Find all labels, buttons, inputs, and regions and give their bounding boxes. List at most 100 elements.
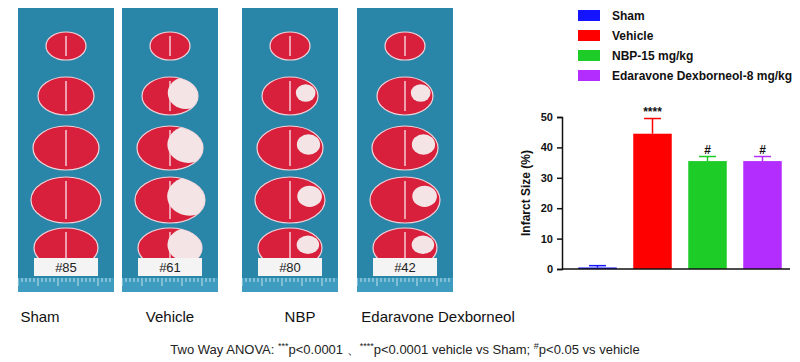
ruler-tick: [38, 278, 39, 286]
ruler-tick: [385, 278, 386, 282]
ruler-tick: [94, 278, 95, 282]
ruler-tick: [314, 278, 315, 282]
ruler-tick: [373, 278, 374, 282]
brain-slice: [31, 177, 101, 223]
footnote-part: Two Way ANOVA:: [170, 342, 278, 357]
error-bar-stem: [652, 119, 654, 134]
slice-midline: [65, 81, 67, 111]
slice-midline: [289, 181, 291, 219]
bar-chart: ****##01020304050Infarct Size (%)ShamVeh…: [519, 9, 792, 275]
slice-midline: [289, 130, 291, 166]
ruler-tick: [258, 278, 259, 282]
ruler-tick: [174, 278, 175, 282]
ruler-tick: [98, 278, 99, 286]
panel-background: [242, 8, 338, 290]
panel-label: Edaravone Dexborneol: [361, 308, 514, 325]
infarct-region: [411, 84, 431, 102]
infarct-region: [412, 134, 435, 154]
ruler-tick: [78, 278, 79, 286]
panel-label: NBP: [285, 308, 316, 325]
error-bar: [699, 157, 716, 162]
ruler-tick: [437, 278, 438, 286]
ruler-tick: [206, 278, 207, 282]
slice-midline: [404, 181, 406, 219]
slice-midline: [404, 81, 406, 111]
ruler: [357, 278, 453, 292]
error-bar-cap: [589, 265, 606, 267]
infarct-region: [297, 236, 320, 254]
legend-label: Sham: [612, 9, 645, 23]
ruler-tick: [54, 278, 55, 282]
legend: ShamVehicleNBP-15 mg/kgEdaravone Dexborn…: [578, 9, 792, 83]
y-tick-label: 50: [541, 111, 553, 123]
y-tick-mark: [557, 208, 562, 210]
ruler-tick: [210, 278, 211, 282]
ruler-tick: [178, 278, 179, 282]
ruler: [242, 278, 338, 292]
ruler-tick: [393, 278, 394, 282]
bar: [743, 161, 782, 269]
y-axis: 01020304050: [541, 111, 563, 275]
ruler-tick: [170, 278, 171, 282]
ruler-tick: [86, 278, 87, 282]
infarct-region: [167, 228, 208, 262]
ruler-tick: [190, 278, 191, 282]
brain-slice: [255, 177, 325, 223]
ruler-tick: [142, 278, 143, 286]
sample-tag: [34, 258, 98, 276]
ruler-tick: [310, 278, 311, 282]
y-tick-label: 10: [541, 233, 553, 245]
ruler: [18, 278, 114, 292]
ruler-tick: [417, 278, 418, 286]
ruler-tick: [306, 278, 307, 282]
x-axis: [562, 269, 790, 270]
y-tick-label: 0: [547, 263, 553, 275]
ruler-tick: [102, 278, 103, 282]
sample-id: #80: [279, 260, 301, 275]
ruler-tick: [70, 278, 71, 282]
plot-marks: [578, 119, 782, 269]
ruler-tick: [270, 278, 271, 282]
slice-midline: [289, 36, 291, 56]
y-tick-mark: [557, 147, 562, 149]
ruler-tick: [326, 278, 327, 282]
legend-swatch: [578, 10, 600, 21]
ruler-tick: [214, 278, 215, 282]
ruler-tick: [389, 278, 390, 282]
ruler-tick: [445, 278, 446, 282]
sample-tag: [138, 258, 202, 276]
ruler-tick: [413, 278, 414, 282]
x-axis-line: [562, 268, 790, 270]
infarct-region: [297, 134, 320, 154]
brain-slice: [33, 126, 99, 170]
footnote-part: p<0.0001 vehicle vs Sham;: [374, 342, 534, 357]
ruler-tick: [46, 278, 47, 282]
brain-slice: [370, 177, 440, 223]
slice-midline: [65, 130, 67, 166]
legend-label: Vehicle: [612, 29, 654, 43]
sample-id: #61: [159, 260, 181, 275]
ruler-tick: [381, 278, 382, 282]
bar: [688, 161, 727, 269]
ruler-tick: [369, 278, 370, 282]
ruler-tick: [126, 278, 127, 282]
ruler-tick: [202, 278, 203, 286]
ruler-tick: [74, 278, 75, 282]
ruler-tick: [302, 278, 303, 286]
y-tick-label: 40: [541, 141, 553, 153]
error-bar: [754, 157, 771, 162]
panel-label: Sham: [20, 308, 59, 325]
image-panel: #85: [18, 8, 114, 292]
ruler-tick: [158, 278, 159, 282]
ruler-tick: [322, 278, 323, 286]
ruler-tick: [62, 278, 63, 282]
ruler-tick: [138, 278, 139, 282]
ruler-tick: [82, 278, 83, 282]
y-axis-line: [557, 118, 563, 270]
ruler-tick: [421, 278, 422, 282]
ruler-tick: [409, 278, 410, 282]
ruler-tick: [246, 278, 247, 282]
ruler-tick: [150, 278, 151, 282]
y-tick-mark: [557, 238, 562, 240]
ruler-tick: [66, 278, 67, 282]
